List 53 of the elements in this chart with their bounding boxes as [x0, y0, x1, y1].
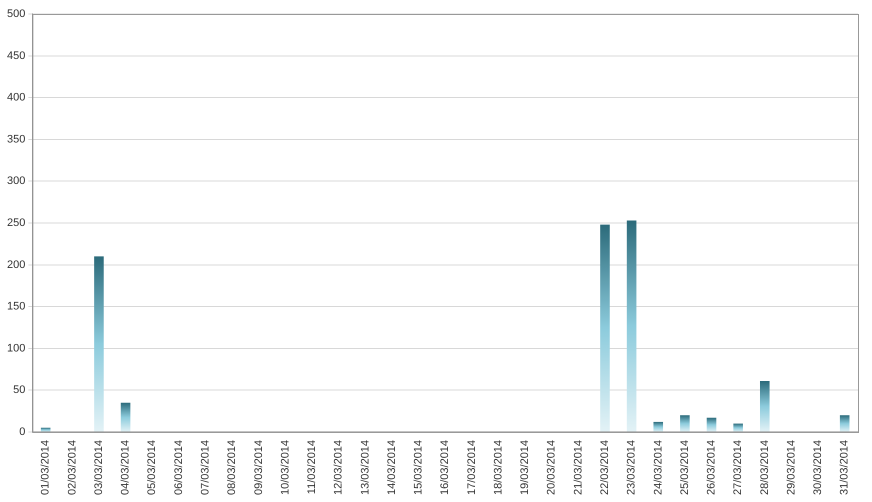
- bar: [600, 224, 610, 432]
- x-tick-label: 21/03/2014: [572, 440, 584, 496]
- x-tick-label: 04/03/2014: [120, 440, 132, 496]
- x-tick-label: 27/03/2014: [732, 440, 744, 496]
- x-tick-label: 20/03/2014: [546, 440, 558, 496]
- x-tick-label: 08/03/2014: [226, 440, 238, 496]
- y-tick-label: 350: [6, 133, 26, 146]
- x-tick-label: 16/03/2014: [439, 440, 452, 496]
- bar: [706, 418, 716, 432]
- x-tick-label: 29/03/2014: [785, 440, 798, 496]
- y-tick-label: 0: [19, 426, 26, 438]
- x-tick-label: 19/03/2014: [519, 440, 532, 496]
- y-tick-label: 400: [6, 92, 26, 104]
- y-tick-label: 450: [6, 50, 26, 62]
- bar: [94, 256, 104, 432]
- x-tick-label: 03/03/2014: [92, 440, 105, 496]
- x-tick-label: 06/03/2014: [172, 440, 185, 496]
- x-tick-label: 07/03/2014: [200, 440, 212, 496]
- x-tick-label: 14/03/2014: [386, 440, 398, 496]
- x-tick-label: 31/03/2014: [838, 440, 851, 496]
- x-tick-label: 18/03/2014: [492, 440, 504, 496]
- bar: [760, 380, 770, 432]
- bar: [653, 422, 664, 432]
- bar: [680, 415, 690, 432]
- x-tick-label: 26/03/2014: [706, 440, 718, 496]
- x-tick-label: 13/03/2014: [359, 440, 372, 496]
- y-tick-label: 200: [6, 258, 26, 271]
- y-tick-label: 300: [6, 175, 26, 188]
- y-tick-label: 250: [6, 217, 26, 230]
- x-tick-label: 17/03/2014: [466, 440, 478, 496]
- x-tick-label: 01/03/2014: [40, 440, 52, 496]
- y-tick-label: 150: [6, 300, 26, 313]
- x-tick-label: 25/03/2014: [678, 440, 691, 496]
- y-tick-label: 50: [13, 384, 26, 396]
- x-tick-label: 22/03/2014: [599, 440, 612, 496]
- x-tick-label: 10/03/2014: [279, 440, 292, 496]
- x-tick-label: 12/03/2014: [332, 440, 345, 496]
- x-tick-label: 11/03/2014: [306, 440, 318, 494]
- bar: [840, 415, 850, 432]
- y-tick-label: 100: [6, 342, 26, 354]
- x-tick-label: 24/03/2014: [652, 440, 664, 496]
- bar: [120, 402, 130, 432]
- y-tick-label: 500: [6, 8, 26, 20]
- x-tick-label: 02/03/2014: [66, 440, 78, 496]
- x-tick-label: 09/03/2014: [252, 440, 265, 496]
- x-tick-label: 15/03/2014: [412, 440, 425, 496]
- x-tick-label: 28/03/2014: [758, 440, 771, 496]
- bar: [40, 428, 50, 432]
- bar: [626, 220, 636, 432]
- x-tick-label: 05/03/2014: [146, 440, 158, 496]
- x-tick-label: 23/03/2014: [626, 440, 638, 496]
- x-tick-label: 30/03/2014: [812, 440, 824, 496]
- bar: [733, 424, 743, 432]
